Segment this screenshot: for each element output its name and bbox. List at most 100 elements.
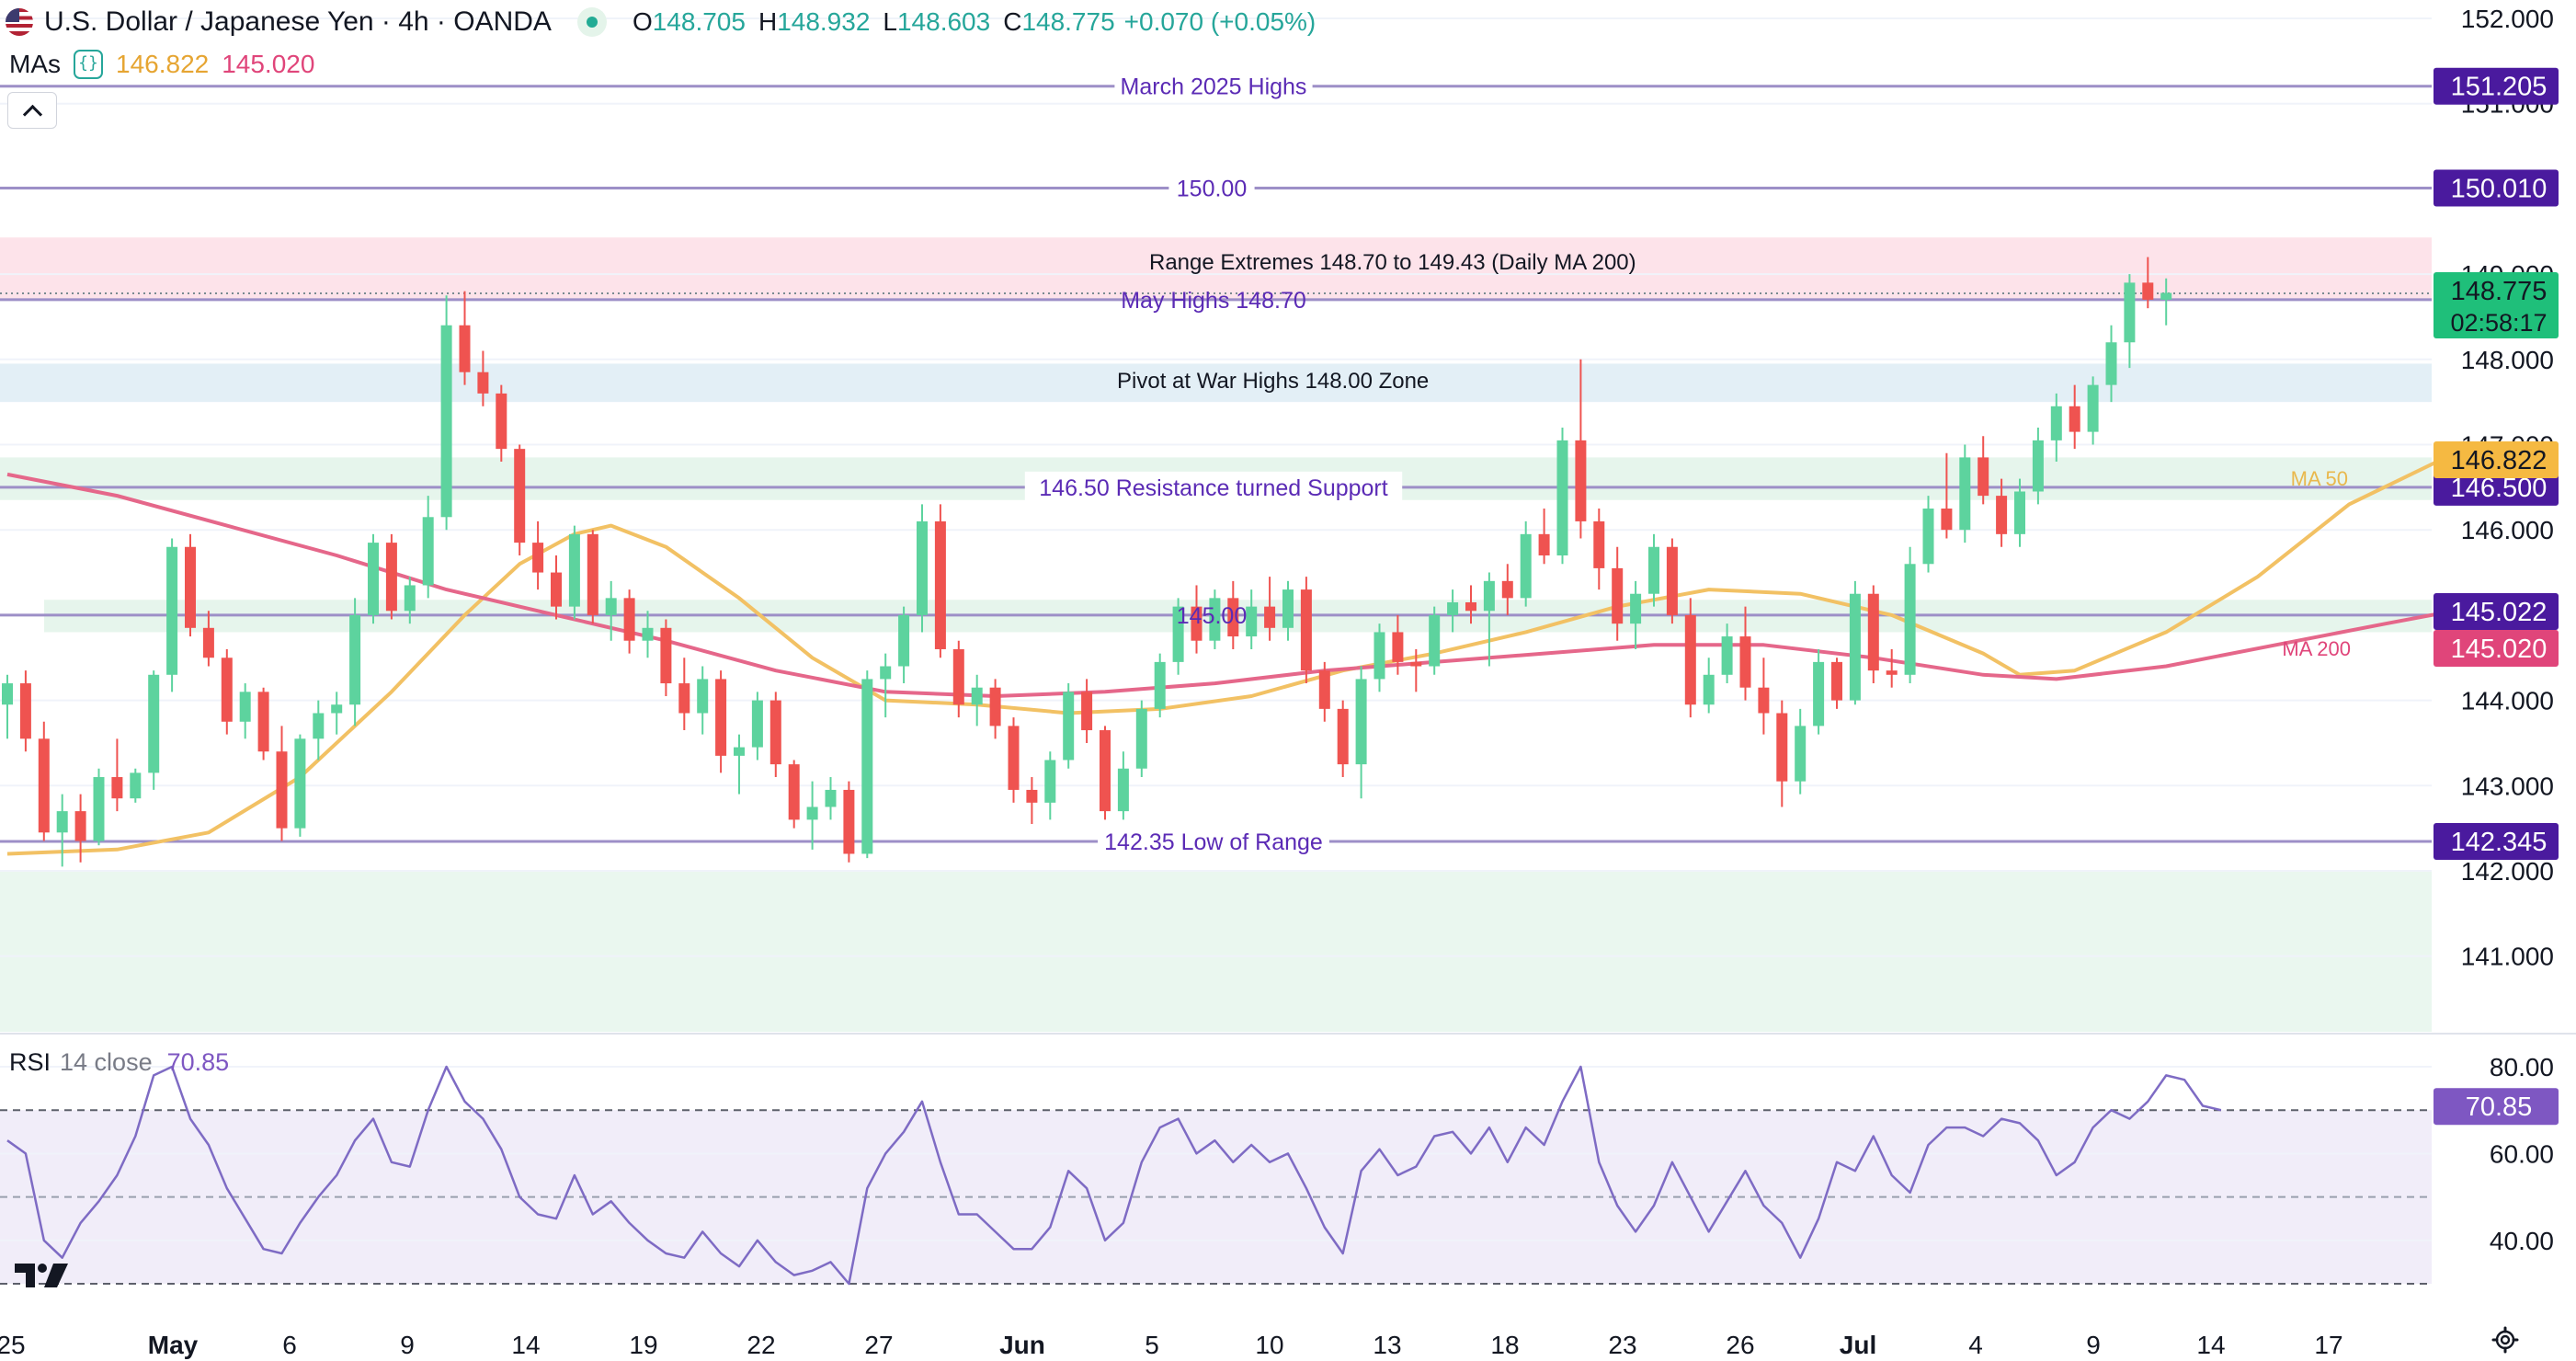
candle <box>1026 777 1038 825</box>
rsi-value-badge-bg <box>2434 1088 2559 1126</box>
candle <box>1081 679 1093 743</box>
candle <box>239 683 251 739</box>
gear-icon[interactable] <box>2491 1326 2519 1354</box>
candle <box>678 658 690 731</box>
candle <box>1666 538 1678 624</box>
candle-body <box>1520 533 1532 599</box>
candle-body <box>1172 606 1184 662</box>
candle-body <box>2142 282 2154 300</box>
candle <box>952 640 964 718</box>
candle <box>1941 452 1953 539</box>
candle <box>1100 726 1111 820</box>
candle-body <box>825 789 837 807</box>
candle <box>1008 717 1020 803</box>
candle-body <box>861 679 873 854</box>
candle <box>532 520 544 590</box>
candle-body <box>2069 406 2080 432</box>
candle <box>551 555 562 620</box>
price-tick-label: 142.000 <box>2461 857 2554 886</box>
candle <box>1483 572 1495 667</box>
candle-body <box>2014 491 2025 534</box>
candle <box>715 670 727 773</box>
ma-level-badge: 145.022 <box>2451 598 2548 627</box>
level-badge: 150.010 <box>2451 174 2548 203</box>
candle <box>38 721 50 841</box>
candle-body <box>2105 342 2117 385</box>
candle-body <box>1776 713 1788 782</box>
candle <box>2014 478 2025 547</box>
rsi-value-badge: 70.85 <box>2466 1092 2533 1122</box>
collapse-legend-button[interactable] <box>7 92 57 129</box>
price-tick-label: 144.000 <box>2461 687 2554 715</box>
candle <box>1392 614 1404 675</box>
candle <box>93 768 105 846</box>
tradingview-logo-icon[interactable] <box>13 1260 74 1289</box>
candle <box>1849 580 1861 705</box>
code-braces-icon[interactable]: {} <box>74 50 103 79</box>
candle-body <box>1922 509 1934 565</box>
candle-body <box>1612 567 1624 624</box>
candle-body <box>331 704 343 714</box>
candle <box>934 504 946 658</box>
level-badge: 151.205 <box>2451 73 2548 102</box>
candle-body <box>1026 789 1038 803</box>
candle <box>294 734 306 837</box>
candle <box>1373 623 1385 692</box>
candle-body <box>221 658 233 722</box>
ma-level-badge-bg <box>2434 593 2559 630</box>
candle-body <box>642 627 654 641</box>
time-tick-label: May <box>148 1331 199 1359</box>
candle-body <box>313 713 325 739</box>
candle <box>1209 589 1221 649</box>
candle <box>825 777 837 820</box>
time-tick-label: 22 <box>747 1331 775 1359</box>
candle-body <box>568 533 580 607</box>
time-tick-label: 18 <box>1490 1331 1519 1359</box>
candle <box>276 726 288 841</box>
candle <box>368 533 379 624</box>
candle-body <box>1410 661 1422 667</box>
rsi-legend[interactable]: RSI 14 close 70.85 <box>9 1048 229 1077</box>
candle <box>1886 648 1898 688</box>
candle <box>2032 427 2044 505</box>
candle <box>2160 278 2172 326</box>
candle-body <box>1483 580 1495 612</box>
ma50-line <box>6 458 2442 856</box>
bar-countdown: 02:58:17 <box>2450 309 2547 337</box>
candle <box>1996 478 2008 547</box>
candle-body <box>1282 589 1294 628</box>
candle-body <box>1337 708 1349 765</box>
mas-legend[interactable]: MAs {} 146.822 145.020 <box>9 46 314 83</box>
candle <box>2 674 13 739</box>
rsi-line <box>6 1065 2222 1286</box>
symbol-title[interactable]: U.S. Dollar / Japanese Yen · 4h · OANDA <box>44 6 552 37</box>
candle <box>880 653 892 718</box>
level-label: 142.35 Low of Range <box>1104 829 1323 855</box>
candle <box>2050 393 2062 463</box>
rsi-tick-label: 60.00 <box>2490 1139 2554 1168</box>
candle <box>1264 577 1276 641</box>
candle <box>385 533 397 620</box>
candle-body <box>971 687 983 705</box>
candle <box>440 295 452 531</box>
candle-body <box>294 738 306 829</box>
candle <box>2124 274 2136 369</box>
time-tick-label: 23 <box>1608 1331 1636 1359</box>
candle <box>19 670 31 752</box>
candle-body <box>623 598 635 641</box>
candle <box>1465 585 1476 624</box>
candle-body <box>934 520 946 649</box>
ma50-legend-value: 146.822 <box>116 50 210 78</box>
candle <box>1831 658 1842 709</box>
time-tick-label: 5 <box>1145 1331 1159 1359</box>
rsi-pane: 80.00 60.00 40.00 70.85 <box>0 1053 2559 1286</box>
candle-body <box>166 546 178 675</box>
candle <box>166 538 178 692</box>
candle <box>221 648 233 735</box>
candle-body <box>1648 546 1659 594</box>
ma200-badge: 145.020 <box>2451 635 2548 664</box>
candle-body <box>74 811 86 841</box>
candle <box>1191 585 1203 654</box>
candle-body <box>1135 708 1147 769</box>
